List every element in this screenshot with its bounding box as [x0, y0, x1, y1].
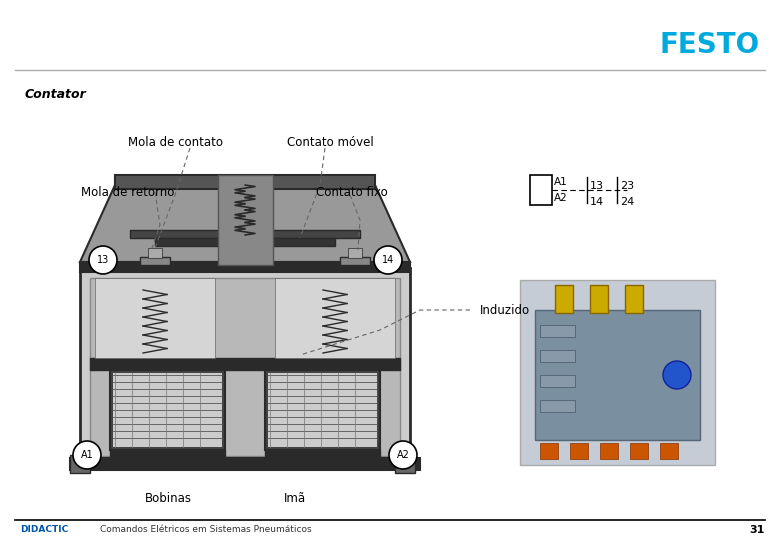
Text: DIDACTIC: DIDACTIC	[20, 525, 69, 535]
Circle shape	[374, 246, 402, 274]
Bar	[115, 175, 375, 189]
Text: Induzido: Induzido	[480, 303, 530, 316]
Text: 13: 13	[97, 255, 109, 265]
Text: Bobinas: Bobinas	[144, 491, 192, 504]
Bar	[70, 458, 420, 470]
Bar	[540, 325, 575, 337]
Bar	[90, 278, 400, 456]
Text: Mola de contato: Mola de contato	[127, 136, 222, 148]
Bar	[555, 285, 573, 313]
Text: 31: 31	[750, 525, 765, 535]
Text: A1: A1	[554, 177, 568, 187]
Bar	[80, 268, 410, 463]
Bar	[140, 257, 170, 265]
Ellipse shape	[663, 361, 691, 389]
Bar	[80, 262, 410, 272]
Text: A1: A1	[80, 450, 94, 460]
Bar	[520, 280, 715, 465]
Bar	[95, 278, 215, 358]
Bar	[275, 278, 395, 358]
Bar	[540, 350, 575, 362]
Bar	[70, 455, 90, 473]
Bar	[540, 443, 558, 459]
Polygon shape	[80, 185, 410, 262]
Text: Mola de retorno: Mola de retorno	[81, 186, 175, 199]
Bar	[110, 450, 225, 458]
Bar	[110, 370, 225, 450]
Circle shape	[389, 441, 417, 469]
Circle shape	[89, 246, 117, 274]
Bar	[590, 285, 608, 313]
Text: 23: 23	[620, 181, 634, 191]
Bar	[540, 400, 575, 412]
Bar	[148, 248, 162, 258]
Bar	[268, 373, 377, 447]
Bar	[155, 238, 335, 246]
Bar	[530, 175, 552, 205]
Bar	[535, 310, 700, 440]
Bar	[630, 443, 648, 459]
Text: Contato móvel: Contato móvel	[286, 136, 374, 148]
Bar	[660, 443, 678, 459]
Bar	[265, 370, 380, 450]
Text: Imã: Imã	[284, 491, 306, 504]
Bar	[625, 285, 643, 313]
Text: Contator: Contator	[25, 88, 87, 101]
Text: 13: 13	[590, 181, 604, 191]
Bar	[130, 230, 360, 238]
Bar	[540, 375, 575, 387]
Bar	[600, 443, 618, 459]
Text: FESTO: FESTO	[660, 31, 760, 59]
Text: Contato fixo: Contato fixo	[316, 186, 388, 199]
Bar	[218, 175, 273, 265]
Circle shape	[73, 441, 101, 469]
Bar	[340, 257, 370, 265]
Bar	[90, 358, 400, 370]
Bar	[265, 450, 380, 458]
Text: 24: 24	[620, 197, 634, 207]
Text: 14: 14	[590, 197, 604, 207]
Bar	[113, 373, 222, 447]
Bar	[570, 443, 588, 459]
Text: A2: A2	[396, 450, 410, 460]
Bar	[348, 248, 362, 258]
Text: Comandos Elétricos em Sistemas Pneumáticos: Comandos Elétricos em Sistemas Pneumátic…	[100, 525, 312, 535]
Text: 14: 14	[382, 255, 394, 265]
Text: A2: A2	[554, 193, 568, 203]
Bar	[395, 455, 415, 473]
